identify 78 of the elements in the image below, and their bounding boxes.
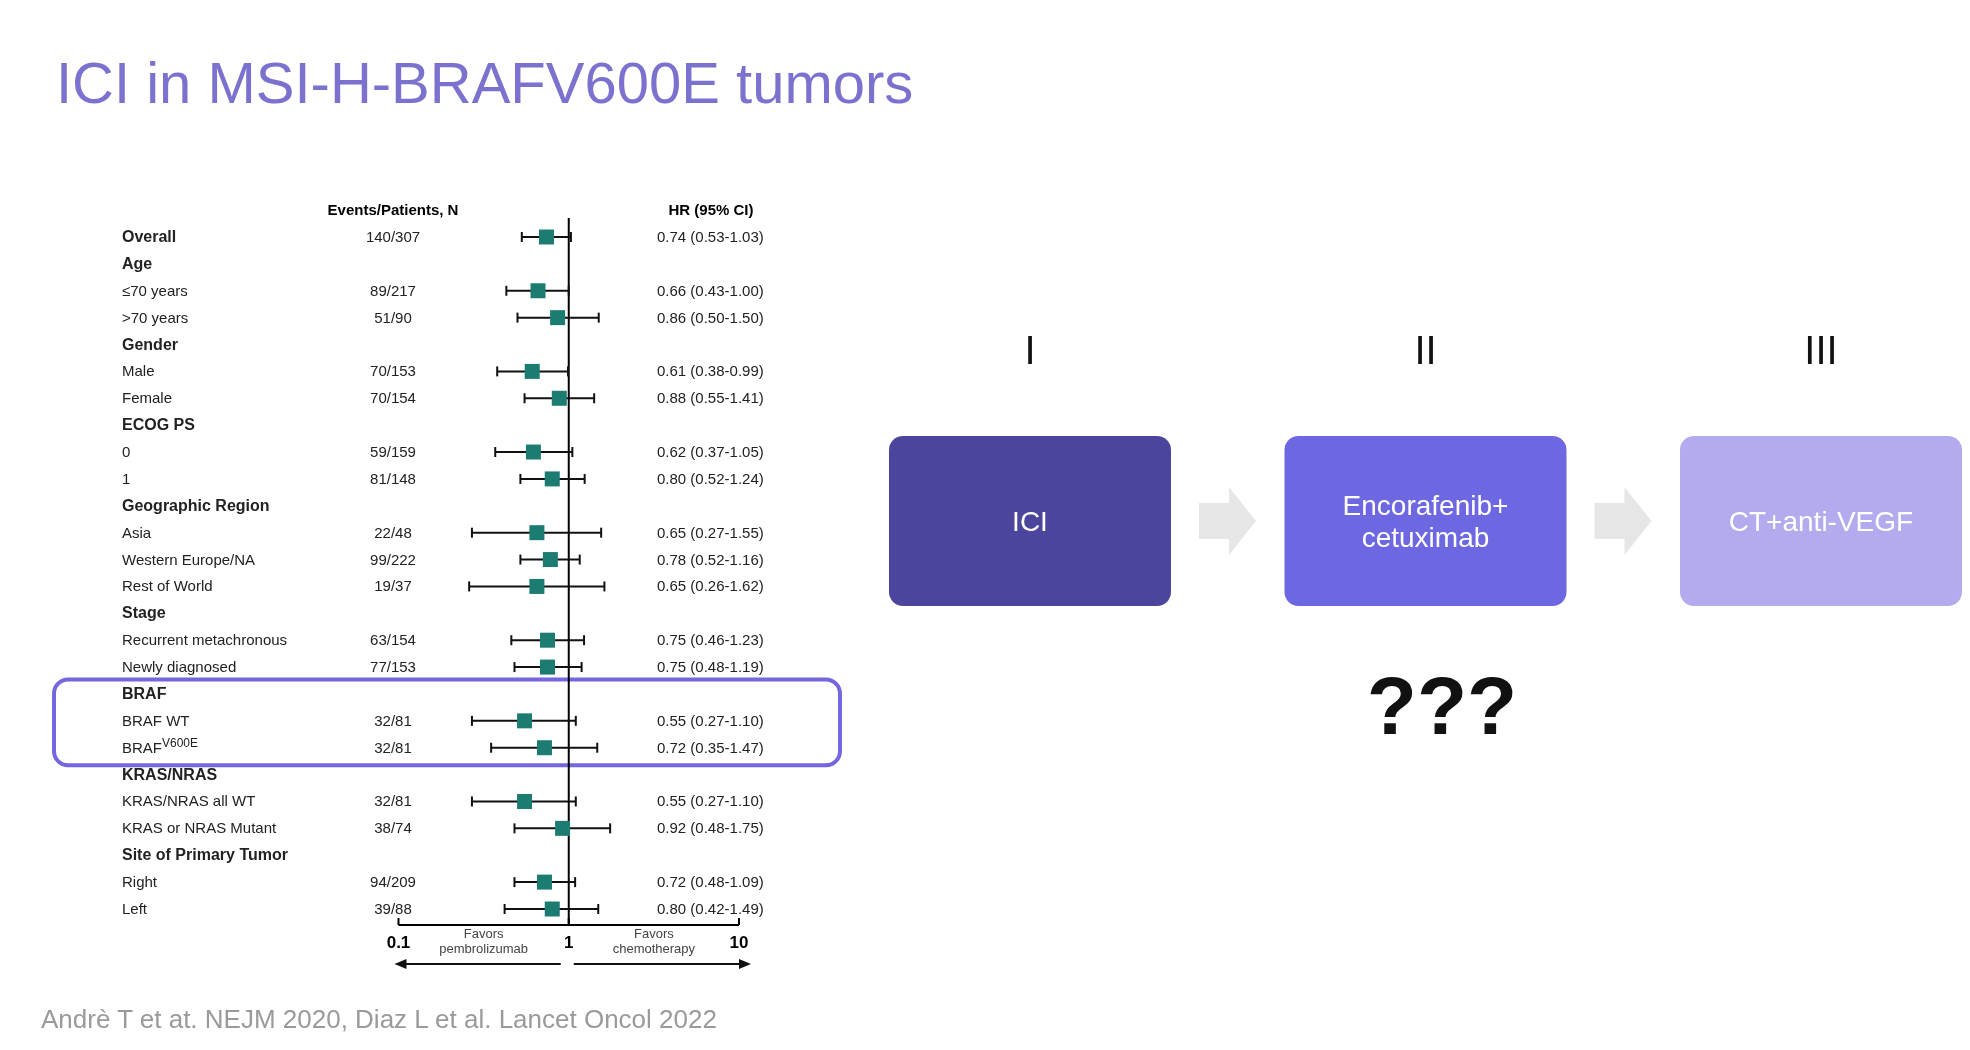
annotation: HR (95% CI) [668,201,754,218]
annotation: 0.62 (0.37-1.05) [657,443,764,461]
annotation: 0.86 (0.50-1.50) [657,308,764,326]
annotation: 51/90 [374,308,412,326]
y-tick-label: BRAF$^{V600E}$ [122,736,199,756]
annotation: 32/81 [374,792,412,810]
annotation: 0.66 (0.43-1.00) [657,281,764,299]
annotation: 32/81 [374,738,412,756]
annotation: 0.65 (0.26-1.62) [657,577,764,595]
y-tick-label: >70 years [122,308,189,326]
y-tick-label: Left [122,900,148,917]
text: Encorafenib+ cetuximab [1342,490,1509,553]
x-tick-label: 0.1 [386,933,411,952]
annotation: 70/154 [370,389,416,407]
y-tick-label: 1 [122,469,131,487]
annotation: 89/217 [370,281,416,299]
y-tick-label: BRAF WT [122,711,190,729]
annotation: 38/74 [374,819,412,837]
annotation: 0.55 (0.27-1.10) [657,711,764,729]
y-tick-label: Overall [122,228,177,245]
annotation: 0.92 (0.48-1.75) [657,819,764,837]
annotation: 59/159 [370,443,416,461]
text: CT+anti-VEGF [1728,506,1914,537]
x-tick-label: 1 [564,933,574,952]
x-tick-label: 10 [729,933,749,952]
annotation: 32/81 [374,711,412,729]
y-tick-label: BRAF [122,684,167,702]
annotation: 0.65 (0.27-1.55) [657,523,764,541]
y-tick-label: KRAS/NRAS [122,765,218,783]
text: Favors chemotherapy [612,926,696,956]
annotation: 63/154 [370,631,416,649]
y-tick-label: KRAS/NRAS all WT [122,792,256,810]
text: ??? [1366,660,1518,751]
annotation: 0.72 (0.48-1.09) [657,873,764,891]
y-tick-label: Female [122,389,173,407]
y-tick-label: Gender [122,335,179,353]
annotation: 140/307 [365,228,421,245]
y-tick-label: Asia [122,523,152,541]
y-tick-label: Stage [122,604,166,622]
annotation: 81/148 [370,469,416,487]
y-tick-label: ECOG PS [122,416,196,434]
annotation: 0.88 (0.55-1.41) [657,389,764,407]
annotation: 19/37 [374,577,412,595]
y-tick-label: Recurrent metachronous [122,631,288,649]
y-tick-label: Rest of World [122,577,213,595]
annotation: 0.61 (0.38-0.99) [657,362,764,380]
text: III [1804,328,1838,372]
annotation: 0.80 (0.42-1.49) [657,900,764,917]
y-tick-label: Age [122,254,153,272]
annotation: 0.75 (0.46-1.23) [657,631,764,649]
y-tick-label: 0 [122,443,131,461]
annotation: 77/153 [370,658,416,676]
y-tick-label: Site of Primary Tumor [122,846,288,864]
y-tick-label: Western Europe/NA [122,550,256,568]
text: Andrè T et at. NEJM 2020, Diaz L et al. Lancet Oncol 2022 [41,1004,717,1034]
text: ICI [1012,506,1048,537]
y-tick-label: Geographic Region [122,496,270,514]
annotation: Events/Patients, N [327,201,459,218]
y-tick-label: Male [122,362,155,380]
annotation: 0.55 (0.27-1.10) [657,792,764,810]
y-tick-label: Newly diagnosed [122,658,237,676]
annotation: 22/48 [374,523,412,541]
y-tick-label: ≤70 years [122,281,188,299]
text: Favors pembrolizumab [439,926,529,956]
annotation: 99/222 [370,550,416,568]
text: I [1024,328,1036,372]
annotation: 94/209 [370,873,416,891]
annotation: 70/153 [370,362,416,380]
annotation: 0.72 (0.35-1.47) [657,738,764,756]
annotation: 0.78 (0.52-1.16) [657,550,764,568]
y-tick-label: Right [122,873,158,891]
annotation: 39/88 [374,900,412,917]
y-tick-label: KRAS or NRAS Mutant [122,819,278,837]
annotation: 0.80 (0.52-1.24) [657,469,764,487]
annotation: 0.74 (0.53-1.03) [657,228,764,245]
annotation: 0.75 (0.48-1.19) [657,658,764,676]
chart-title: ICI in MSI-H-BRAFV600E tumors [56,50,914,115]
text: II [1414,328,1437,372]
